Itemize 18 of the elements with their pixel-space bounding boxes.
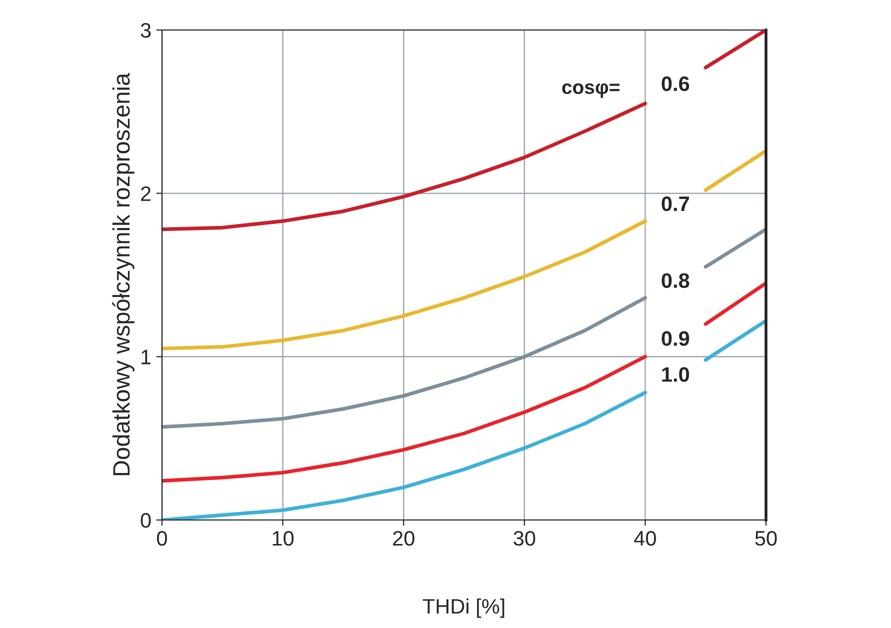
series-label: 0.9 <box>662 331 690 346</box>
x-tick-label: 0 <box>157 530 167 546</box>
x-tick-label: 20 <box>393 530 414 546</box>
series-label: 0.6 <box>662 76 690 92</box>
x-tick-label: 50 <box>755 530 777 546</box>
series-label: 0.7 <box>662 196 689 212</box>
y-tick-label: 0 <box>140 513 151 528</box>
x-tick-label: 40 <box>634 530 656 546</box>
y-axis-title: Dodatkowy współczynnik rozproszenia <box>112 72 134 476</box>
annotation: cosφ= <box>562 83 620 98</box>
series-label: 0.8 <box>662 273 690 288</box>
x-tick-label: 10 <box>272 530 294 546</box>
x-tick-label: 30 <box>514 530 536 546</box>
x-axis-title: THDi [%] <box>422 598 504 618</box>
y-tick-label: 1 <box>142 350 151 364</box>
series-label: 1.0 <box>662 367 690 382</box>
y-tick-label: 3 <box>140 23 151 38</box>
y-tick-label: 2 <box>141 186 151 201</box>
